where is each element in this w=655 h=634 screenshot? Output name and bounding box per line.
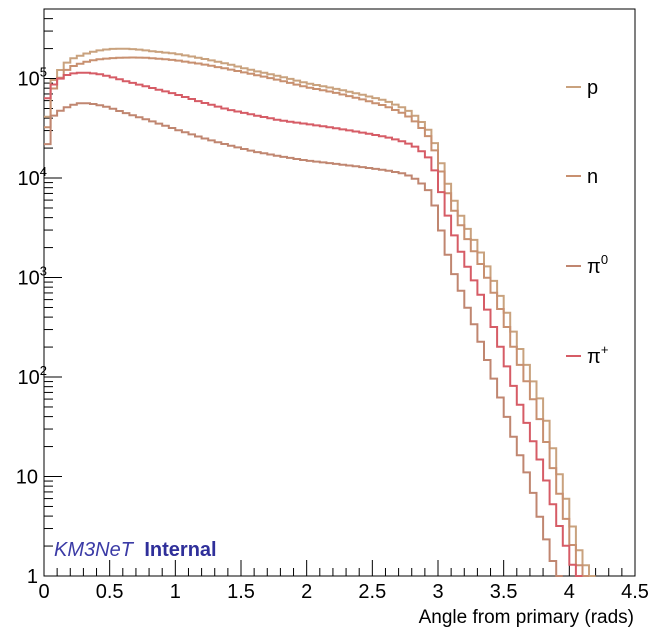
x-tick-label: 0 [38, 581, 49, 603]
series-line [44, 47, 596, 577]
x-tick-label: 3.5 [490, 581, 518, 603]
series-line [44, 71, 583, 577]
x-tick-label: 2.5 [358, 581, 386, 603]
series-group [44, 47, 596, 577]
x-tick-label: 4.5 [621, 581, 649, 603]
legend-label: p [587, 77, 598, 99]
x-axis-title: Angle from primary (rads) [419, 607, 634, 628]
axis-ticks: 0 0.5 1 1.5 2 2.5 3 3.5 4 4.5 1 10 102 103 104 105 [16, 8, 649, 603]
y-tick-label: 105 [18, 65, 47, 91]
x-tick-label: 4 [564, 581, 575, 603]
y-tick-label: 104 [18, 164, 47, 190]
x-tick-label: 3 [432, 581, 443, 603]
legend-label: n [587, 166, 598, 188]
y-tick-label: 103 [18, 264, 47, 290]
y-tick-label: 102 [18, 363, 47, 389]
x-tick-label: 0.5 [96, 581, 124, 603]
series-line [44, 56, 589, 577]
watermark-status: Internal [144, 539, 216, 561]
legend-label: π0 [587, 252, 608, 278]
watermark: KM3NeT Internal [54, 539, 217, 561]
y-tick-label: 1 [27, 566, 38, 588]
legend-label: π+ [587, 342, 608, 368]
legend: p n π0 π+ [566, 77, 608, 368]
y-tick-label: 10 [16, 467, 38, 489]
watermark-collab: KM3NeT [54, 539, 135, 561]
series-line [44, 102, 563, 577]
x-tick-label: 1 [170, 581, 181, 603]
x-tick-label: 1.5 [227, 581, 255, 603]
x-tick-label: 2 [301, 581, 312, 603]
